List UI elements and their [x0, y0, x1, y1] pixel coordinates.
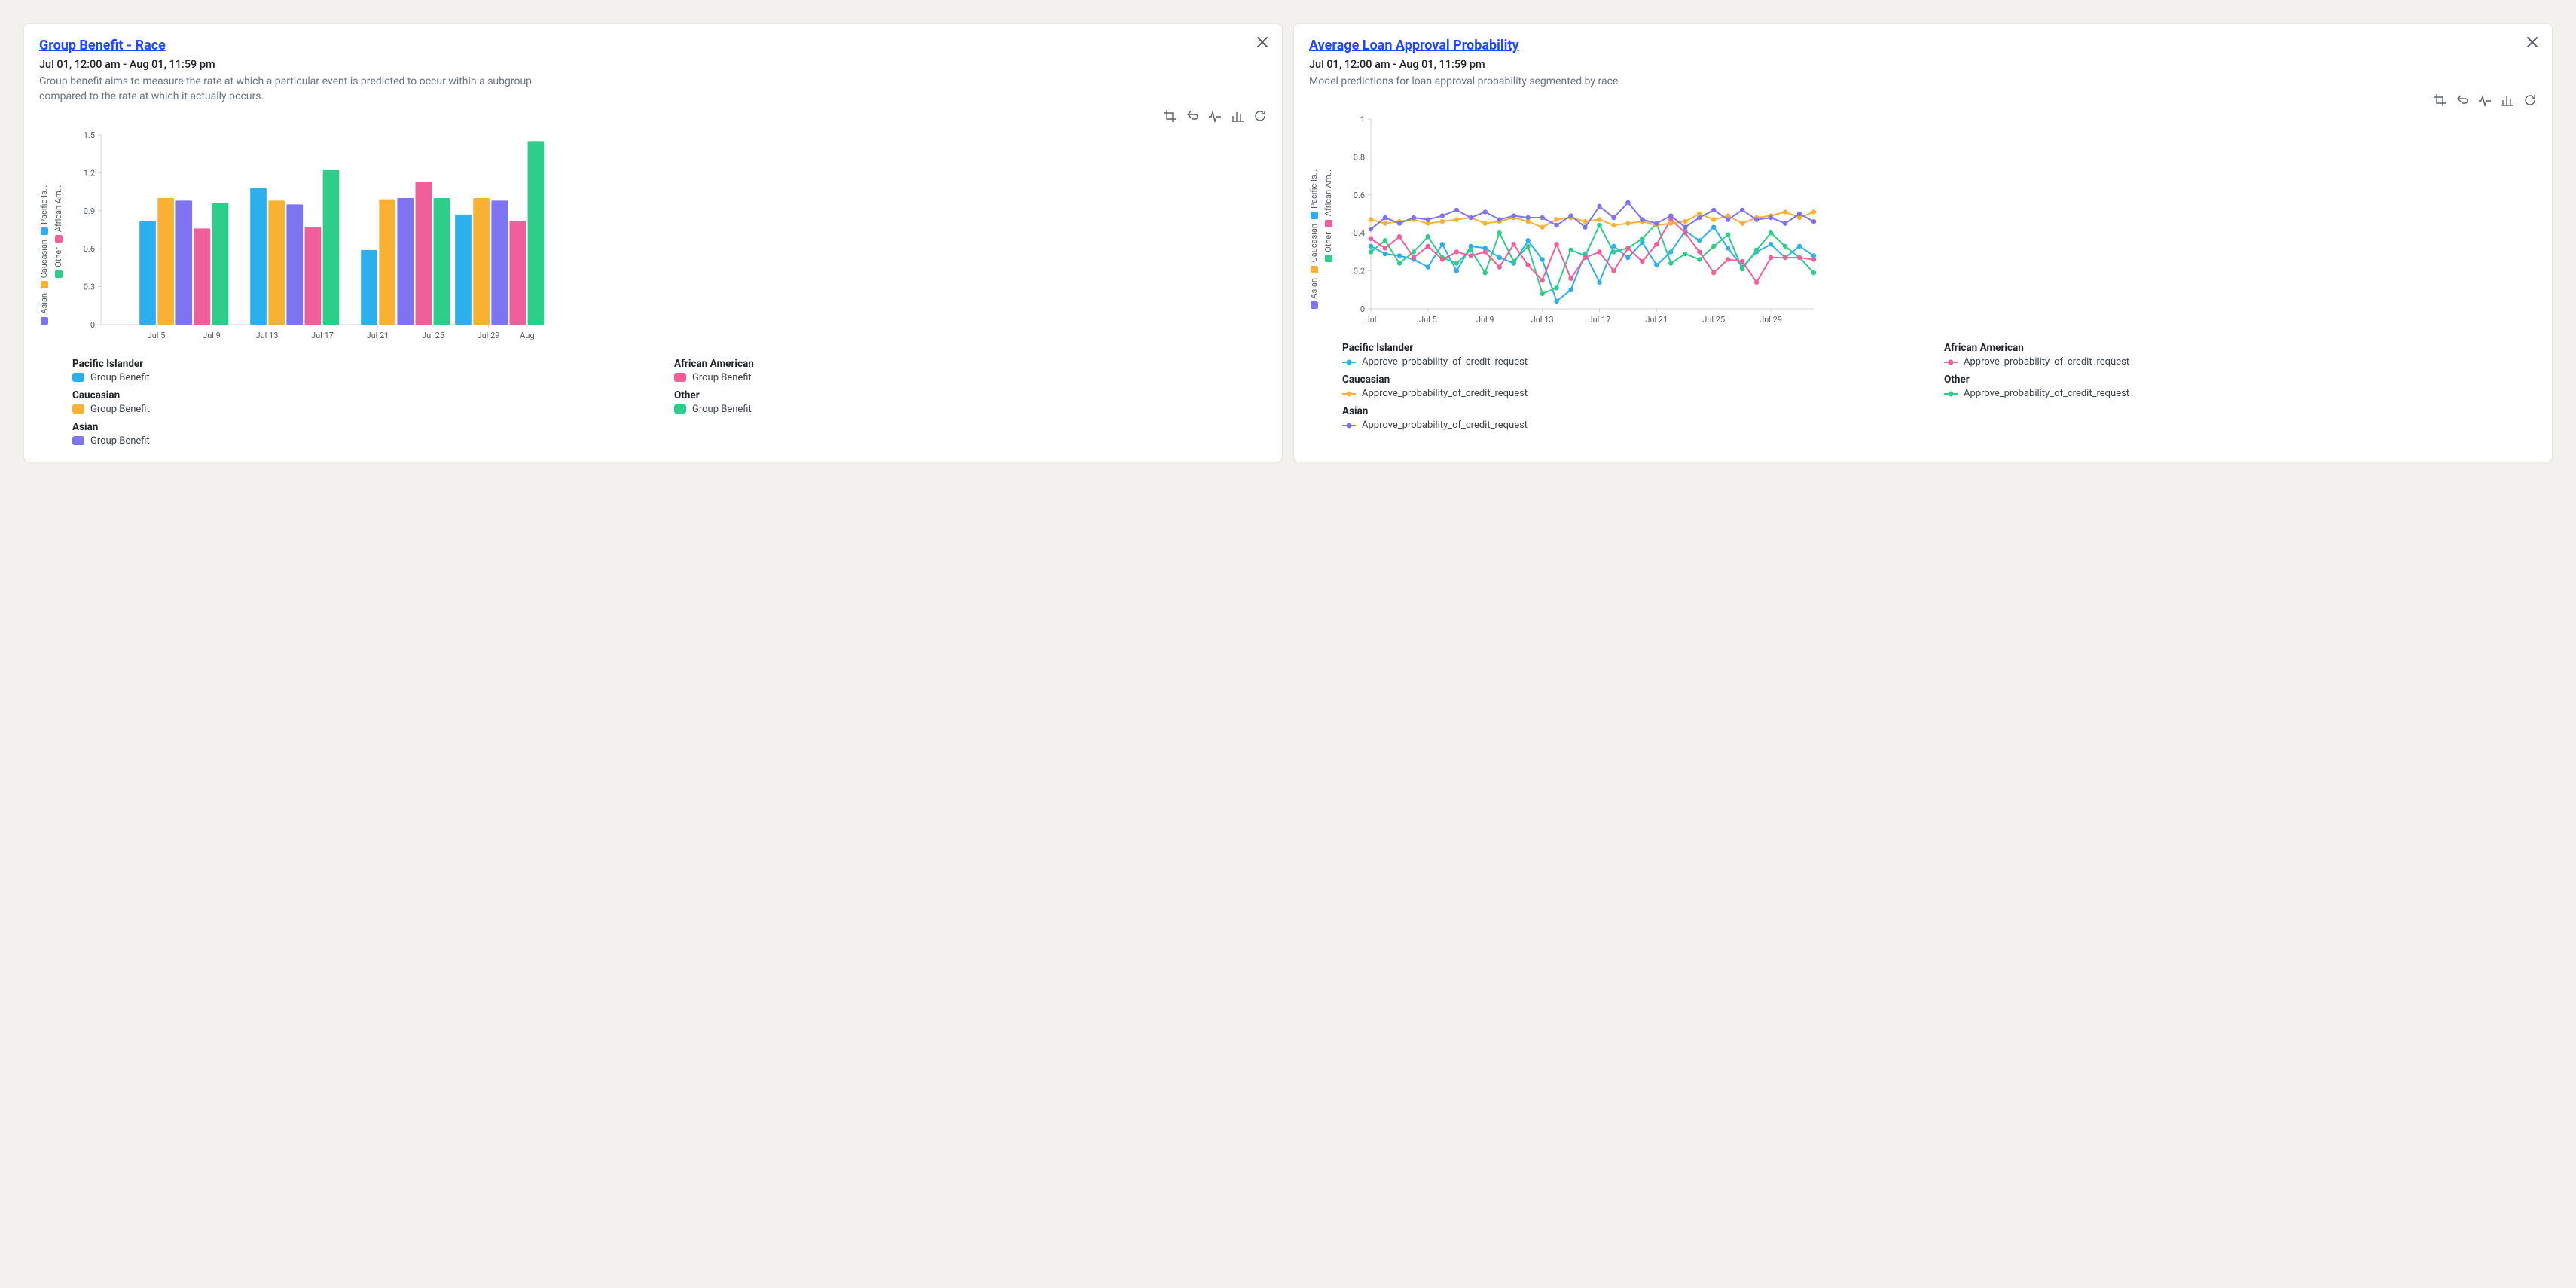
svg-text:Jul 9: Jul 9	[203, 331, 221, 340]
pulse-icon[interactable]	[2478, 93, 2492, 107]
svg-text:0.9: 0.9	[84, 206, 95, 215]
card-title-link[interactable]: Group Benefit - Race	[39, 38, 166, 53]
card-loan-approval: Average Loan Approval Probability Jul 01…	[1294, 24, 2552, 462]
pulse-icon[interactable]	[1208, 109, 1222, 123]
close-icon[interactable]	[2525, 35, 2540, 50]
side-legend-item: African Am…	[1323, 169, 1333, 227]
svg-text:Jul 29: Jul 29	[1760, 315, 1782, 325]
svg-text:0: 0	[1360, 304, 1365, 314]
bars-icon[interactable]	[2501, 93, 2514, 107]
svg-text:Jul 25: Jul 25	[1702, 315, 1725, 325]
card-description: Group benefit aims to measure the rate a…	[39, 74, 551, 105]
svg-text:Jul 25: Jul 25	[422, 331, 444, 340]
svg-text:0.2: 0.2	[1354, 267, 1365, 276]
card-group-benefit: Group Benefit - Race Jul 01, 12:00 am - …	[24, 24, 1282, 462]
refresh-icon[interactable]	[1253, 109, 1267, 123]
legend-grid: Pacific IslanderGroup Benefit African Ame…	[39, 358, 1267, 447]
refresh-icon[interactable]	[2523, 93, 2537, 107]
legend-item[interactable]: Pacific IslanderApprove_probability_of_c…	[1342, 342, 1935, 368]
svg-text:Jul 21: Jul 21	[367, 331, 389, 340]
side-legend-item: Asian	[1309, 278, 1319, 310]
undo-icon[interactable]	[2455, 93, 2469, 107]
bar-chart: 0 0.3 0.6 0.9 1.2 1.5 Jul 5 Jul 9 Jul 13 Jul 17 Ju…	[69, 129, 551, 347]
svg-text:Jul 13: Jul 13	[256, 331, 279, 340]
legend-item[interactable]: African AmericanApprove_probability_of_c…	[1944, 342, 2537, 368]
side-legend-item: Other	[53, 247, 63, 278]
svg-text:Jul 17: Jul 17	[1589, 315, 1611, 325]
side-legend-item: African Am…	[53, 185, 63, 243]
side-legend-item: Caucasian	[1309, 224, 1319, 273]
legend-grid: Pacific IslanderApprove_probability_of_c…	[1309, 342, 2537, 431]
svg-text:Jul 13: Jul 13	[1531, 315, 1554, 325]
chart-toolbar	[39, 109, 1267, 123]
legend-item[interactable]: OtherGroup Benefit	[674, 389, 1267, 415]
svg-text:0.6: 0.6	[1354, 191, 1365, 200]
legend-item[interactable]: CaucasianGroup Benefit	[72, 389, 665, 415]
svg-text:Jul 17: Jul 17	[311, 331, 334, 340]
undo-icon[interactable]	[1186, 109, 1199, 123]
svg-text:0.3: 0.3	[84, 282, 95, 291]
chart-toolbar	[1309, 93, 2537, 107]
side-legend-item: Asian	[39, 293, 49, 325]
svg-text:Jul: Jul	[1366, 315, 1377, 325]
card-title-link[interactable]: Average Loan Approval Probability	[1309, 38, 1519, 53]
legend-item[interactable]: AsianGroup Benefit	[72, 421, 665, 447]
side-legend: Pacific Is… Caucasian Asian African Am… Othe…	[39, 129, 69, 347]
svg-text:1.2: 1.2	[84, 168, 95, 178]
svg-text:Jul 5: Jul 5	[1419, 315, 1437, 325]
svg-text:Jul 21: Jul 21	[1645, 315, 1668, 325]
svg-text:0.6: 0.6	[84, 244, 95, 254]
side-legend-item: Other	[1323, 232, 1333, 263]
crop-icon[interactable]	[2433, 93, 2446, 107]
svg-text:0.4: 0.4	[1354, 228, 1365, 238]
svg-text:1.5: 1.5	[84, 130, 95, 140]
side-legend-item: Caucasian	[39, 240, 49, 288]
svg-text:Jul 5: Jul 5	[148, 331, 166, 340]
crop-icon[interactable]	[1163, 109, 1177, 123]
card-description: Model predictions for loan approval prob…	[1309, 74, 1821, 89]
svg-text:Jul 29: Jul 29	[478, 331, 500, 340]
legend-item[interactable]: African AmericanGroup Benefit	[674, 358, 1267, 383]
date-range: Jul 01, 12:00 am - Aug 01, 11:59 pm	[39, 58, 1267, 71]
close-icon[interactable]	[1255, 35, 1270, 50]
svg-text:0: 0	[90, 320, 95, 330]
legend-item[interactable]: CaucasianApprove_probability_of_credit_r…	[1342, 374, 1935, 399]
side-legend: Pacific Is… Caucasian Asian African Am… Othe…	[1309, 113, 1339, 331]
svg-text:Aug: Aug	[520, 331, 534, 340]
side-legend-item: Pacific Is…	[39, 185, 49, 235]
svg-text:0.8: 0.8	[1354, 153, 1365, 163]
legend-item[interactable]: Pacific IslanderGroup Benefit	[72, 358, 665, 383]
bars-icon[interactable]	[1231, 109, 1244, 123]
side-legend-item: Pacific Is…	[1309, 169, 1319, 219]
line-chart: 0 0.2 0.4 0.6 0.8 1 Jul Jul 5 Jul 9 Jul 13 Jul 17 J…	[1339, 113, 1821, 331]
svg-text:1: 1	[1360, 114, 1365, 124]
legend-item[interactable]: AsianApprove_probability_of_credit_reque…	[1342, 405, 1935, 431]
svg-text:Jul 9: Jul 9	[1476, 315, 1494, 325]
date-range: Jul 01, 12:00 am - Aug 01, 11:59 pm	[1309, 58, 2537, 71]
legend-item[interactable]: OtherApprove_probability_of_credit_reque…	[1944, 374, 2537, 399]
